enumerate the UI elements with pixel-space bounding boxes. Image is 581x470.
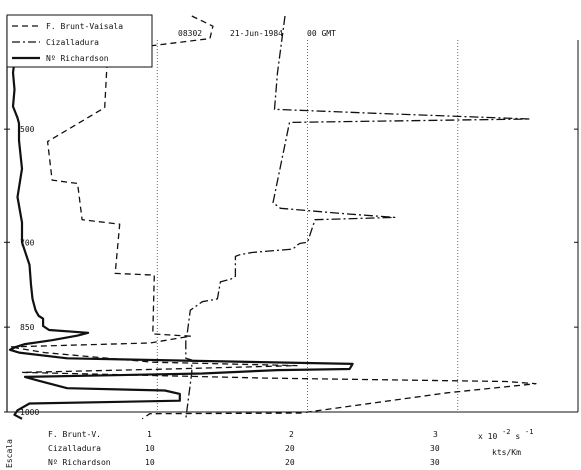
scale-ciz-value-1: 10 — [145, 444, 155, 453]
y-tick-label-500: 500 — [20, 125, 35, 134]
y-tick-labels: 500 700 850 1000 — [20, 125, 39, 417]
scale-brunt-value-2: 2 — [289, 430, 294, 439]
scale-brunt-unit: x 10 -2 s -1 — [478, 427, 533, 441]
legend-label-brunt: F. Brunt-Vaisala — [46, 22, 123, 31]
unit-base: x 10 — [478, 432, 497, 441]
scale-ciz-value-3: 30 — [430, 444, 440, 453]
scale-rich-value-2: 20 — [285, 458, 295, 467]
legend-label-richardson: Nº Richardson — [46, 54, 109, 63]
y-tick-label-850: 850 — [20, 323, 35, 332]
date-label: 21-Jun-1984 — [230, 29, 283, 38]
scale-table: Escala F. Brunt-V. 1 2 3 x 10 -2 s -1 Ci… — [5, 427, 533, 468]
legend-label-cizalladura: Cizalladura — [46, 38, 99, 47]
series-line-richardson — [8, 15, 354, 420]
unit-rest: s — [515, 432, 520, 441]
unit-exponent: -2 — [502, 428, 510, 436]
scale-ciz-value-2: 20 — [285, 444, 295, 453]
scale-row-name-brunt: F. Brunt-V. — [48, 430, 101, 439]
scale-row-name-cizalladura: Cizalladura — [48, 444, 101, 453]
scale-brunt-value-3: 3 — [433, 430, 438, 439]
legend: F. Brunt-Vaisala Cizalladura Nº Richards… — [6, 14, 153, 68]
series-layer — [8, 15, 537, 420]
x-gridlines — [156, 40, 459, 412]
chart-header: 08302 21-Jun-1984 00 GMT — [178, 29, 336, 38]
station-id: 08302 — [178, 29, 202, 38]
scale-ciz-unit: kts/Km — [492, 448, 521, 457]
plot-frame — [6, 16, 579, 413]
scale-axis-label: Escala — [5, 439, 14, 468]
series-line-cizalladura — [185, 15, 531, 419]
y-tick-marks — [4, 128, 578, 413]
scale-brunt-value-1: 1 — [147, 430, 152, 439]
scale-rich-value-1: 10 — [145, 458, 155, 467]
scale-row-name-richardson: Nº Richardson — [48, 458, 111, 467]
time-label: 00 GMT — [307, 29, 336, 38]
y-tick-label-1000: 1000 — [20, 408, 39, 417]
unit-exponent-2: -1 — [525, 428, 533, 436]
scale-rich-value-3: 30 — [430, 458, 440, 467]
y-tick-label-700: 700 — [20, 238, 35, 247]
